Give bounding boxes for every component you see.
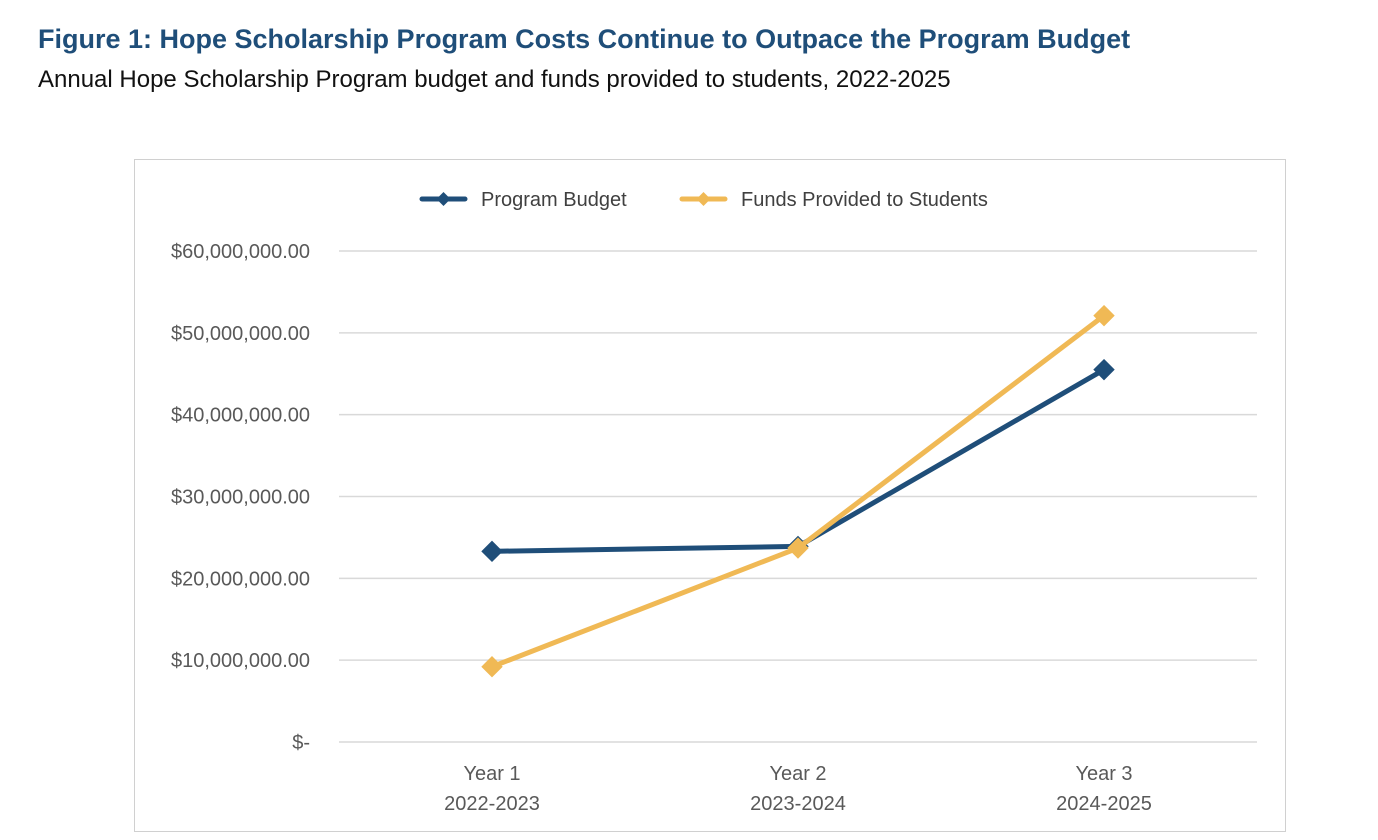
x-tick-label: Year 3 2024-2025 <box>1056 763 1152 815</box>
figure-title: Figure 1: Hope Scholarship Program Costs… <box>38 24 1131 54</box>
y-tick-label: $20,000,000.00 <box>171 568 310 590</box>
y-tick-label: $40,000,000.00 <box>171 405 310 427</box>
series-funds-provided-to-students-point <box>1093 304 1115 327</box>
line-chart: $- $10,000,000.00 $20,000,000.00 $30,000,00… <box>171 189 1257 815</box>
y-tick-label: $- <box>292 732 310 754</box>
series-funds-provided-to-students-line <box>489 313 1107 670</box>
series-program-budget-line <box>489 367 1107 554</box>
y-tick-label: $50,000,000.00 <box>171 323 310 345</box>
legend-label: Program Budget <box>481 189 627 211</box>
series-program-budget-point <box>481 540 503 563</box>
series-funds-provided-to-students-point <box>787 537 809 559</box>
y-tick-label: $10,000,000.00 <box>171 650 310 672</box>
y-tick-label: $60,000,000.00 <box>171 241 310 263</box>
x-tick-label: Year 1 2022-2023 <box>444 763 540 815</box>
legend-swatch-marker <box>436 192 451 206</box>
y-tick-label: $30,000,000.00 <box>171 487 310 509</box>
figure-subtitle: Annual Hope Scholarship Program budget a… <box>38 66 951 93</box>
legend-label: Funds Provided to Students <box>741 189 988 211</box>
chart-frame: $- $10,000,000.00 $20,000,000.00 $30,000,00… <box>134 159 1286 832</box>
legend-swatch-marker <box>696 192 711 206</box>
x-tick-label: Year 2 2023-2024 <box>750 763 846 815</box>
series-program-budget-point <box>1093 358 1115 381</box>
series-funds-provided-to-students-point <box>481 656 503 678</box>
